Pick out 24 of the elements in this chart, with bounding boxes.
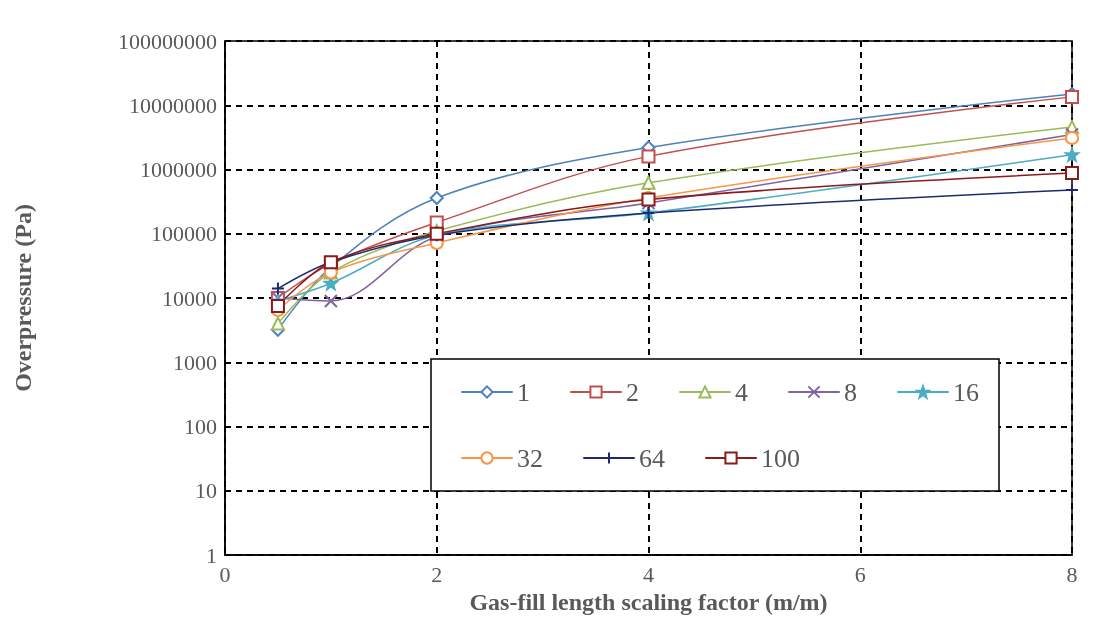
y-tick-label: 100000000 — [118, 28, 217, 54]
legend-label: 4 — [735, 377, 748, 407]
legend-label: 8 — [844, 377, 857, 407]
legend-label: 100 — [761, 443, 800, 473]
y-tick-label: 100 — [184, 414, 217, 439]
legend-label: 1 — [517, 377, 530, 407]
x-tick-label: 6 — [854, 561, 866, 587]
y-tick-label: 100000 — [151, 221, 217, 247]
legend-label: 32 — [517, 443, 543, 473]
x-tick-label: 8 — [1066, 561, 1078, 587]
y-tick-label: 1000000 — [140, 157, 217, 182]
y-axis-title: Overpressure (Pa) — [10, 204, 36, 392]
x-tick-label: 0 — [219, 561, 231, 587]
y-tick-label: 1 — [206, 542, 217, 568]
y-tick-label: 10000 — [162, 285, 217, 311]
x-axis-title: Gas-fill length scaling factor (m/m) — [469, 588, 828, 615]
legend-label: 16 — [953, 377, 979, 407]
y-tick-label: 10 — [195, 478, 217, 504]
legend-label: 2 — [626, 377, 639, 407]
y-tick-label: 1000 — [173, 349, 217, 375]
x-tick-label: 4 — [643, 561, 654, 587]
y-tick-label: 10000000 — [129, 92, 217, 118]
legend-label: 64 — [639, 443, 665, 473]
x-tick-label: 2 — [431, 561, 443, 587]
